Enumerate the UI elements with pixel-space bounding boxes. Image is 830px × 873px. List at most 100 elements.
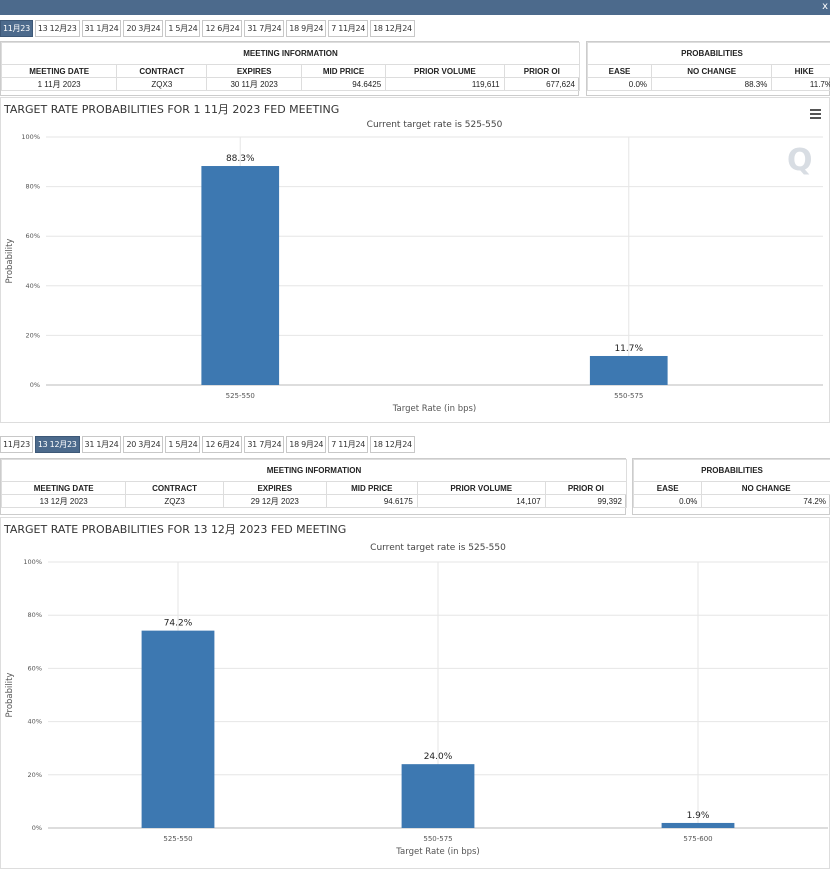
x-icon[interactable]: x — [822, 1, 828, 12]
meeting-info-box-1: MEETING INFORMATION MEETING DATE CONTRACT… — [0, 41, 581, 96]
chart-panel-2: TARGET RATE PROBABILITIES FOR 13 12月 202… — [0, 517, 830, 869]
column-header: EXPIRES — [206, 64, 302, 78]
column-header: MEETING DATE — [0, 481, 127, 495]
bar — [201, 166, 280, 385]
tab-meeting-4[interactable]: 1 5月24 — [165, 436, 201, 453]
table-header-row: EASE NO CHANGE HIKE — [586, 64, 830, 78]
data-label: 24.0% — [424, 752, 453, 762]
y-tick-label: 100% — [23, 558, 42, 566]
bar — [661, 822, 735, 828]
tab-meeting-0[interactable]: 11月23 — [0, 20, 33, 37]
tab-meeting-5[interactable]: 12 6月24 — [202, 436, 243, 453]
x-tick-label: 550-575 — [423, 835, 452, 843]
table-header-row: MEETING DATE CONTRACT EXPIRES MID PRICE PRIO… — [0, 481, 628, 495]
tab-meeting-3[interactable]: 20 3月24 — [123, 20, 164, 37]
window-titlebar: x — [0, 0, 830, 15]
y-axis-title: Probability — [5, 239, 15, 284]
x-tick-label: 550-575 — [614, 392, 643, 400]
column-header: PRIOR OI — [503, 64, 581, 78]
y-tick-label: 40% — [26, 282, 40, 290]
y-tick-label: 80% — [26, 183, 40, 191]
column-header: NO CHANGE — [651, 64, 773, 78]
table-header-row: MEETING DATE CONTRACT EXPIRES MID PRICE PRIO… — [0, 64, 581, 78]
meeting-info-box-2: MEETING INFORMATION MEETING DATE CONTRACT… — [0, 458, 628, 515]
meeting-tabs-1: 11月23 13 12月23 31 1月24 20 3月24 1 5月24 12 6月24… — [0, 20, 415, 37]
column-header: MID PRICE — [325, 481, 418, 495]
tab-meeting-6[interactable]: 31 7月24 — [244, 20, 285, 37]
table-header-row: EASE NO CHANGE — [632, 481, 830, 495]
bar-chart-1: Current target rate is 525-550 0% 20% 40% 60… — [5, 120, 823, 414]
chart-title: TARGET RATE PROBABILITIES FOR 13 12月 202… — [4, 523, 347, 536]
tab-meeting-5[interactable]: 12 6月24 — [202, 20, 243, 37]
y-axis-title: Probability — [5, 673, 15, 718]
tab-meeting-7[interactable]: 18 9月24 — [286, 20, 327, 37]
table-cell: 119,611 — [385, 77, 505, 91]
table-cell: 14,107 — [416, 494, 546, 508]
column-header: NO CHANGE — [701, 481, 830, 495]
chart-panel-1: TARGET RATE PROBABILITIES FOR 1 11月 2023… — [0, 97, 830, 423]
x-tick-label: 525-550 — [226, 392, 255, 400]
tab-meeting-6[interactable]: 31 7月24 — [244, 436, 285, 453]
bar — [401, 764, 475, 828]
tab-meeting-3[interactable]: 20 3月24 — [123, 436, 164, 453]
chart-subtitle: Current target rate is 525-550 — [370, 543, 506, 553]
tab-meeting-9[interactable]: 18 12月24 — [370, 436, 415, 453]
meeting-tabs-2: 11月23 13 12月23 31 1月24 20 3月24 1 5月24 12 6月24… — [0, 436, 415, 453]
column-header: PRIOR OI — [544, 481, 628, 495]
meeting-info-table-2: MEETING INFORMATION MEETING DATE CONTRACT… — [0, 459, 628, 508]
x-axis-title: Target Rate (in bps) — [392, 404, 477, 414]
data-label: 1.9% — [687, 811, 710, 821]
table-cell: 94.6425 — [300, 77, 387, 91]
x-axis-title: Target Rate (in bps) — [395, 847, 480, 857]
table-cell: 677,624 — [503, 77, 581, 91]
y-tick-label: 100% — [21, 133, 40, 141]
y-tick-label: 20% — [26, 331, 40, 339]
quikstrike-logo: Q — [787, 143, 813, 178]
table-cell: 99,392 — [544, 494, 628, 508]
table-cell: 0.0% — [632, 494, 703, 508]
x-tick-label: 525-550 — [163, 835, 192, 843]
tab-meeting-4[interactable]: 1 5月24 — [165, 20, 201, 37]
bar-chart-2: Current target rate is 525-550 0% 20% 40% 60… — [5, 543, 828, 857]
tab-meeting-1[interactable]: 13 12月23 — [34, 436, 80, 453]
y-tick-label: 80% — [28, 611, 42, 619]
y-tick-label: 60% — [26, 232, 40, 240]
meeting-info-table-1: MEETING INFORMATION MEETING DATE CONTRACT… — [0, 42, 581, 91]
column-header: CONTRACT — [125, 481, 224, 495]
data-label: 74.2% — [164, 619, 193, 629]
probabilities-table-2: PROBABILITIES EASE NO CHANGE 0.0% 74.2% — [632, 459, 830, 508]
table-cell: 88.3% — [651, 77, 773, 91]
data-label: 11.7% — [614, 344, 643, 354]
probabilities-header: PROBABILITIES — [587, 42, 830, 65]
meeting-info-header: MEETING INFORMATION — [1, 459, 627, 482]
table-cell: 1 11月 2023 — [0, 77, 118, 91]
y-tick-label: 0% — [30, 381, 40, 389]
table-cell: 0.0% — [586, 77, 653, 91]
table-row: 0.0% 74.2% — [632, 494, 830, 508]
chart-title: TARGET RATE PROBABILITIES FOR 1 11月 2023… — [4, 103, 340, 116]
column-header: PRIOR VOLUME — [416, 481, 546, 495]
bar — [589, 355, 668, 385]
tab-meeting-8[interactable]: 7 11月24 — [328, 20, 369, 37]
tab-meeting-8[interactable]: 7 11月24 — [328, 436, 369, 453]
hamburger-menu-icon[interactable] — [810, 109, 821, 119]
tab-meeting-2[interactable]: 31 1月24 — [81, 20, 122, 37]
table-cell: 11.7% — [771, 77, 830, 91]
column-header: EASE — [586, 64, 653, 78]
tab-meeting-2[interactable]: 31 1月24 — [81, 436, 122, 453]
table-row: 0.0% 88.3% 11.7% — [586, 77, 830, 91]
y-tick-label: 60% — [28, 664, 42, 672]
y-tick-label: 40% — [28, 718, 42, 726]
tab-meeting-1[interactable]: 13 12月23 — [34, 20, 80, 37]
tab-meeting-7[interactable]: 18 9月24 — [286, 436, 327, 453]
probabilities-table-1: PROBABILITIES EASE NO CHANGE HIKE 0.0% 88.3… — [586, 42, 830, 91]
tab-meeting-0[interactable]: 11月23 — [0, 436, 33, 453]
table-cell: 94.6175 — [325, 494, 418, 508]
column-header: CONTRACT — [116, 64, 208, 78]
probabilities-header: PROBABILITIES — [633, 459, 830, 482]
table-cell: 74.2% — [701, 494, 830, 508]
table-cell: 13 12月 2023 — [0, 494, 127, 508]
column-header: HIKE — [771, 64, 830, 78]
tab-meeting-9[interactable]: 18 12月24 — [370, 20, 415, 37]
column-header: EASE — [632, 481, 703, 495]
